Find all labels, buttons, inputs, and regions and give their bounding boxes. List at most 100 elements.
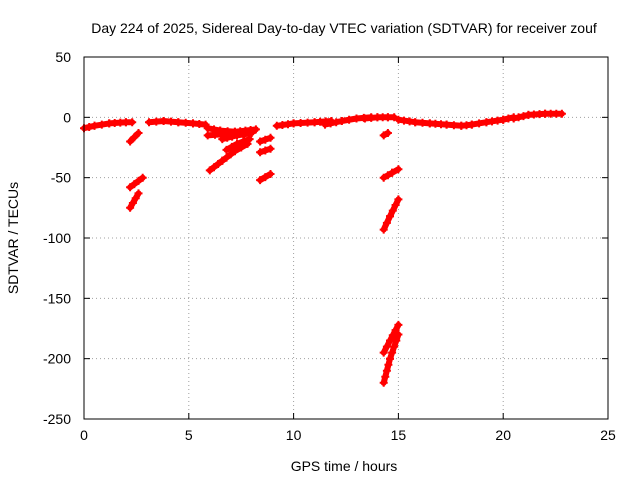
data-arc <box>272 117 336 130</box>
y-axis-label: SDTVAR / TECUs <box>5 182 21 294</box>
data-point <box>519 112 528 121</box>
data-point <box>222 153 231 162</box>
data-point <box>261 135 270 144</box>
data-point <box>379 348 388 357</box>
data-point <box>245 135 254 144</box>
data-point <box>337 117 346 125</box>
data-point <box>256 176 265 185</box>
data-point <box>256 137 265 146</box>
data-arc <box>360 113 399 123</box>
data-point <box>167 117 175 126</box>
data-point <box>388 206 397 215</box>
data-point <box>266 144 275 153</box>
data-point <box>214 160 223 168</box>
data-point <box>332 118 341 127</box>
data-point <box>152 117 161 126</box>
data-point <box>227 142 236 151</box>
data-point <box>352 114 361 123</box>
data-arc <box>467 113 518 129</box>
data-point <box>384 360 393 369</box>
data-point <box>382 342 391 351</box>
x-tick-label: 0 <box>80 427 88 443</box>
data-point <box>382 366 391 375</box>
data-point <box>296 119 305 127</box>
y-tick-label: -200 <box>43 351 71 367</box>
data-point <box>233 131 241 140</box>
data-point <box>174 118 183 127</box>
data-point <box>130 180 139 189</box>
x-tick-label: 20 <box>495 427 511 443</box>
data-point <box>391 326 400 335</box>
chart-title: Day 224 of 2025, Sidereal Day-to-day VTE… <box>91 20 597 36</box>
data-point <box>181 118 190 127</box>
x-tick-label: 25 <box>600 427 616 443</box>
data-point <box>247 129 256 137</box>
data-point <box>222 145 231 154</box>
data-point <box>514 113 523 122</box>
data-arc <box>379 195 403 234</box>
data-point <box>411 118 420 127</box>
data-point <box>261 146 270 155</box>
data-point <box>131 194 140 203</box>
y-tick-label: -50 <box>51 170 71 186</box>
data-point <box>475 119 484 128</box>
data-point <box>383 129 392 137</box>
data-point <box>210 163 218 172</box>
data-point <box>159 117 168 125</box>
data-point <box>467 120 476 129</box>
data-arc <box>218 129 256 144</box>
data-arc-line <box>127 190 142 211</box>
data-point <box>211 130 219 139</box>
data-point <box>382 218 391 227</box>
data-point <box>394 165 403 174</box>
data-layer <box>80 109 566 387</box>
data-point <box>85 123 94 131</box>
data-point <box>379 173 388 182</box>
data-point <box>390 342 399 351</box>
data-arc <box>379 330 403 387</box>
data-point <box>228 132 237 141</box>
data-arc <box>256 170 275 185</box>
data-point <box>256 148 265 157</box>
data-point <box>134 189 143 198</box>
data-point <box>266 133 275 142</box>
data-point <box>90 121 99 130</box>
data-point <box>126 203 135 212</box>
x-tick-label: 15 <box>391 427 407 443</box>
data-arc <box>126 173 147 192</box>
data-point <box>386 212 394 221</box>
data-point <box>381 372 390 381</box>
data-point <box>509 114 518 123</box>
x-tick-label: 5 <box>185 427 193 443</box>
data-point <box>321 120 329 129</box>
data-point <box>392 336 401 345</box>
data-arc <box>126 129 143 146</box>
data-point <box>226 150 235 159</box>
data-point <box>128 118 137 127</box>
data-arc <box>256 144 275 157</box>
data-point <box>418 118 427 127</box>
data-point <box>134 129 143 137</box>
tick-layer: 0 5 10 15 20 25 -250 -200 -150 -100 -50 0 50 <box>43 49 616 443</box>
data-point <box>557 109 566 118</box>
data-arc <box>205 139 252 175</box>
y-tick-label: 50 <box>55 49 71 65</box>
data-point <box>266 170 275 178</box>
data-point <box>130 133 139 142</box>
data-point <box>394 195 403 204</box>
data-point <box>138 173 147 182</box>
data-point <box>394 330 403 339</box>
y-tick-label: 0 <box>63 109 71 125</box>
x-tick-label: 10 <box>286 427 302 443</box>
data-point <box>499 115 508 124</box>
data-point <box>386 354 394 363</box>
data-point <box>145 118 153 127</box>
data-point <box>239 137 248 146</box>
data-arc <box>379 165 403 182</box>
data-point <box>383 171 392 180</box>
data-point <box>391 201 400 209</box>
data-arc <box>256 133 275 146</box>
data-point <box>126 183 135 192</box>
data-point <box>261 173 270 182</box>
